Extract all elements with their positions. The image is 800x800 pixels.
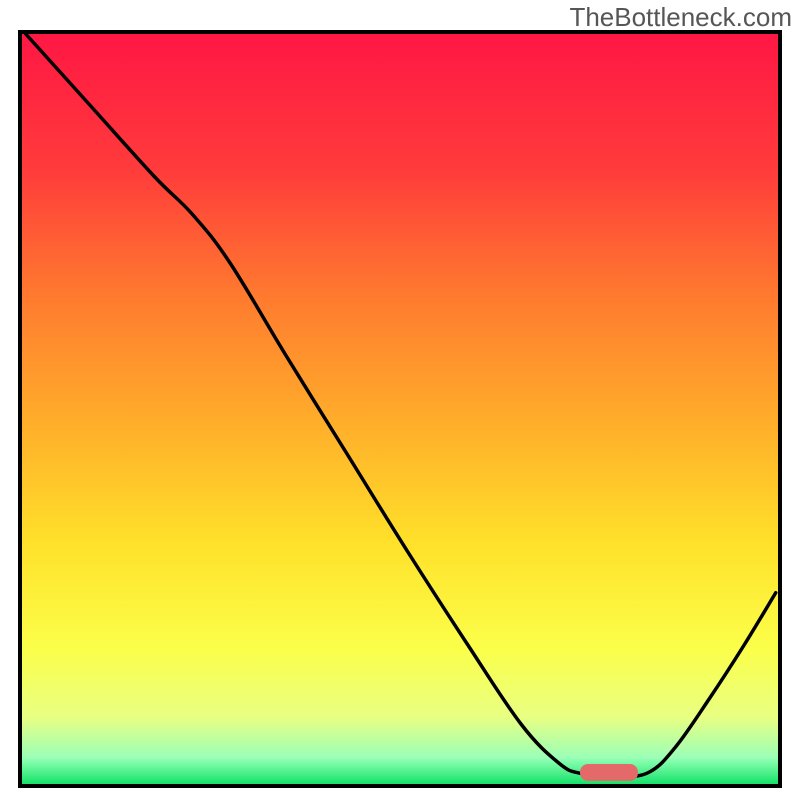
watermark-text: TheBottleneck.com (569, 2, 792, 33)
root: { "watermark": { "text": "TheBottleneck.… (0, 0, 800, 800)
plot-frame-border (18, 30, 782, 788)
